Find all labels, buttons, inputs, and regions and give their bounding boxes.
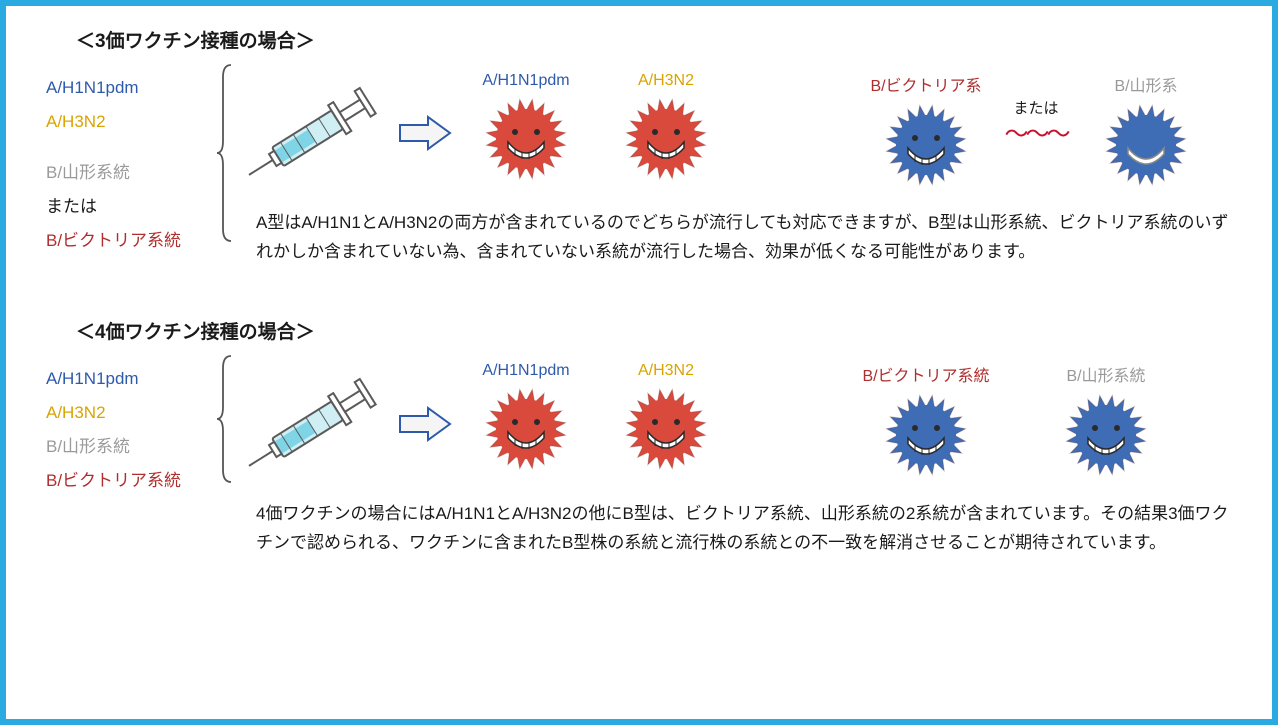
description-3: A型はA/H1N1とA/H3N2の両方が含まれているのでどちらが流行しても対応で… — [256, 209, 1232, 267]
strain-label: または — [46, 190, 216, 224]
strain-label: A/H1N1pdm — [46, 71, 216, 105]
section-3valent: ＜3価ワクチン接種の場合＞ A/H1N1pdmA/H3N2 B/山形系統またはB… — [46, 26, 1232, 267]
virus-icon — [481, 94, 571, 189]
virus-label: A/H3N2 — [638, 362, 694, 380]
section-title-3: ＜3価ワクチン接種の場合＞ — [76, 26, 1232, 53]
virus-label: B/山形系統 — [1066, 362, 1145, 386]
strain-label: A/H3N2 — [46, 105, 216, 139]
virus-label: A/H1N1pdm — [482, 362, 569, 380]
virus-icon — [881, 100, 971, 195]
syringe-icon — [236, 369, 396, 479]
virus-icon — [1101, 100, 1191, 195]
virus-icon — [621, 94, 711, 189]
virus-icon — [481, 384, 571, 479]
brace-3 — [216, 63, 236, 243]
strain-label: A/H3N2 — [46, 396, 216, 430]
strain-list-4: A/H1N1pdmA/H3N2B/山形系統B/ビクトリア系統 — [46, 354, 216, 498]
strain-label: B/山形系統 — [46, 156, 216, 190]
diagram-row-4: A/H1N1pdm A/H3N2 B/ビクトリア系統 B/山形系統 — [236, 354, 1232, 494]
strain-label: B/ビクトリア系統 — [46, 224, 216, 258]
virus-item: A/H3N2 — [596, 362, 736, 479]
virus-item: B/ビクトリア系統 — [856, 362, 996, 485]
virus-item: A/H1N1pdm — [456, 362, 596, 479]
or-label: または〜〜〜 — [996, 97, 1076, 149]
description-4: 4価ワクチンの場合にはA/H1N1とA/H3N2の他にB型は、ビクトリア系統、山… — [256, 500, 1232, 558]
section-4valent: ＜4価ワクチン接種の場合＞ A/H1N1pdmA/H3N2B/山形系統B/ビクト… — [46, 317, 1232, 558]
syringe-icon — [236, 78, 396, 188]
virus-label: B/ビクトリア系 — [870, 72, 981, 96]
virus-item: B/山形系統 — [1036, 362, 1176, 485]
arrow-icon — [396, 404, 456, 444]
section-title-4: ＜4価ワクチン接種の場合＞ — [76, 317, 1232, 344]
strain-label: B/山形系統 — [46, 430, 216, 464]
virus-item: B/山形系 — [1076, 72, 1216, 195]
virus-label: B/ビクトリア系統 — [862, 362, 989, 386]
strain-label: A/H1N1pdm — [46, 362, 216, 396]
virus-label: A/H1N1pdm — [482, 72, 569, 90]
strain-list-3: A/H1N1pdmA/H3N2 B/山形系統またはB/ビクトリア系統 — [46, 63, 216, 258]
virus-label: B/山形系 — [1114, 72, 1177, 96]
virus-item: A/H3N2 — [596, 72, 736, 189]
virus-item: B/ビクトリア系 — [856, 72, 996, 195]
brace-4 — [216, 354, 236, 484]
strain-label — [46, 139, 216, 156]
arrow-icon — [396, 113, 456, 153]
virus-icon — [621, 384, 711, 479]
virus-icon — [1061, 390, 1151, 485]
virus-label: A/H3N2 — [638, 72, 694, 90]
strain-label: B/ビクトリア系統 — [46, 464, 216, 498]
virus-icon — [881, 390, 971, 485]
virus-item: A/H1N1pdm — [456, 72, 596, 189]
diagram-row-3: A/H1N1pdm A/H3N2 B/ビクトリア系 または〜〜〜B/山 — [236, 63, 1232, 203]
